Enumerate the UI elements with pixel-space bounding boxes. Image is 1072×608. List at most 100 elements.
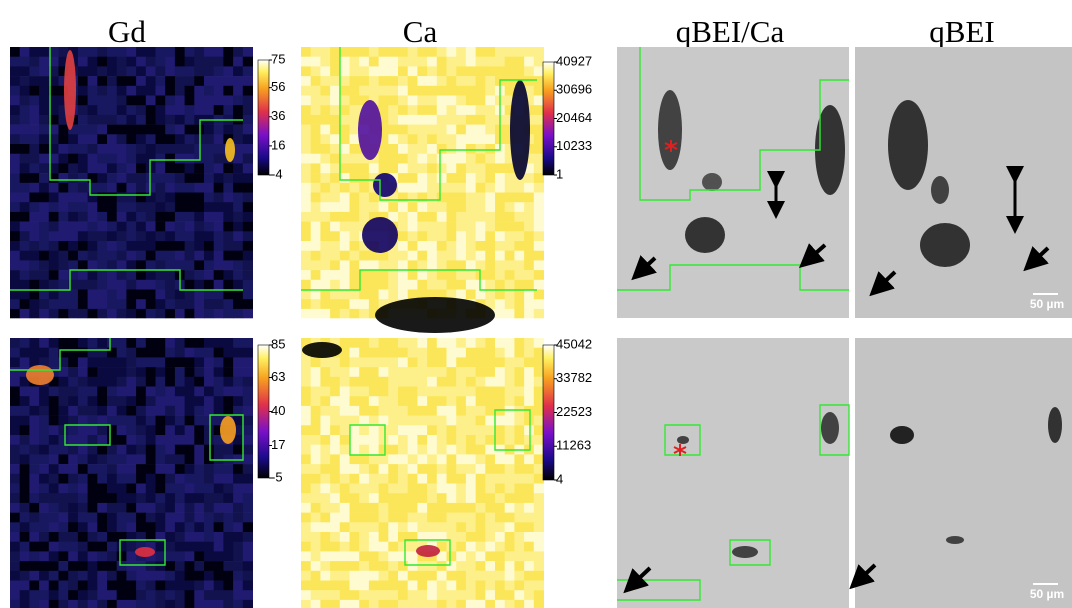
map-pixel — [204, 599, 215, 608]
map-pixel — [310, 532, 321, 542]
map-pixel — [398, 163, 409, 174]
map-pixel — [116, 512, 127, 523]
map-pixel — [77, 415, 89, 426]
map-pixel — [107, 473, 118, 484]
map-pixel — [301, 56, 312, 67]
map-pixel — [77, 522, 89, 533]
map-pixel — [242, 76, 253, 87]
map-pixel — [320, 299, 331, 310]
map-pixel — [407, 570, 418, 581]
map-pixel — [378, 570, 389, 581]
map-pixel — [359, 308, 370, 319]
map-pixel — [456, 464, 467, 475]
map-pixel — [165, 144, 176, 154]
map-pixel — [533, 289, 544, 300]
map-pixel — [87, 95, 98, 106]
map-pixel — [339, 561, 350, 572]
map-pixel — [465, 522, 477, 533]
map-pixel — [378, 551, 389, 562]
map-pixel — [136, 270, 147, 281]
map-pixel — [194, 202, 205, 213]
map-pixel — [97, 124, 108, 135]
map-pixel — [77, 221, 89, 232]
map-pixel — [194, 241, 205, 251]
map-pixel — [242, 590, 253, 601]
map-pixel — [242, 260, 253, 271]
map-pixel — [485, 532, 496, 542]
map-pixel — [398, 250, 409, 261]
map-pixel — [368, 66, 380, 77]
map-pixel — [19, 454, 30, 465]
map-pixel — [107, 241, 118, 251]
map-pixel — [301, 386, 312, 397]
map-pixel — [97, 435, 108, 445]
map-pixel — [368, 347, 380, 358]
map-pixel — [485, 444, 496, 455]
map-pixel — [427, 512, 438, 523]
map-pixel — [407, 153, 418, 164]
scale-bar-label: 50 µm — [1030, 587, 1064, 601]
map-pixel — [378, 56, 389, 67]
map-pixel — [398, 221, 409, 232]
map-pixel — [39, 570, 50, 581]
map-pixel — [436, 483, 447, 494]
map-pixel — [310, 425, 321, 436]
map-pixel — [524, 532, 535, 542]
map-pixel — [533, 338, 544, 348]
colorbar-label: 36 — [271, 108, 285, 123]
map-pixel — [330, 250, 341, 261]
map-pixel — [398, 473, 409, 484]
map-pixel — [233, 580, 244, 591]
map-pixel — [349, 231, 360, 242]
map-pixel — [427, 76, 438, 87]
map-pixel — [165, 376, 176, 387]
map-pixel — [184, 308, 195, 319]
map-pixel — [310, 134, 321, 145]
map-pixel — [339, 241, 350, 251]
map-pixel — [174, 95, 186, 106]
map-pixel — [330, 95, 341, 106]
map-pixel — [330, 522, 341, 533]
map-pixel — [165, 464, 176, 475]
map-pixel — [116, 493, 127, 504]
map-pixel — [320, 590, 331, 601]
map-pixel — [48, 502, 59, 513]
map-pixel — [194, 541, 205, 552]
map-pixel — [68, 289, 79, 300]
map-pixel — [495, 580, 506, 591]
map-pixel — [10, 153, 21, 164]
map-pixel — [194, 464, 205, 475]
map-pixel — [87, 289, 98, 300]
map-pixel — [436, 415, 447, 426]
map-pixel — [359, 590, 370, 601]
map-pixel — [145, 561, 156, 572]
map-pixel — [485, 66, 496, 77]
map-pixel — [39, 580, 50, 591]
map-pixel — [301, 279, 312, 290]
map-pixel — [145, 47, 156, 57]
map-pixel — [242, 289, 253, 300]
map-pixel — [107, 105, 118, 116]
map-pixel — [19, 76, 30, 87]
map-pixel — [213, 85, 224, 96]
map-pixel — [349, 182, 360, 193]
map-pixel — [475, 541, 486, 552]
map-pixel — [223, 561, 234, 572]
map-pixel — [407, 502, 418, 513]
map-pixel — [388, 56, 399, 67]
map-pixel — [116, 454, 127, 465]
map-pixel — [465, 173, 477, 184]
map-pixel — [165, 396, 176, 407]
map-pixel — [359, 270, 370, 281]
map-pixel — [10, 114, 21, 125]
map-pixel — [339, 473, 350, 484]
map-pixel — [155, 144, 166, 154]
map-pixel — [19, 551, 30, 562]
map-pixel — [368, 435, 380, 445]
map-pixel — [184, 425, 195, 436]
map-pixel — [495, 502, 506, 513]
map-pixel — [77, 357, 89, 368]
map-pixel — [514, 211, 525, 222]
map-pixel — [524, 376, 535, 387]
map-pixel — [97, 502, 108, 513]
